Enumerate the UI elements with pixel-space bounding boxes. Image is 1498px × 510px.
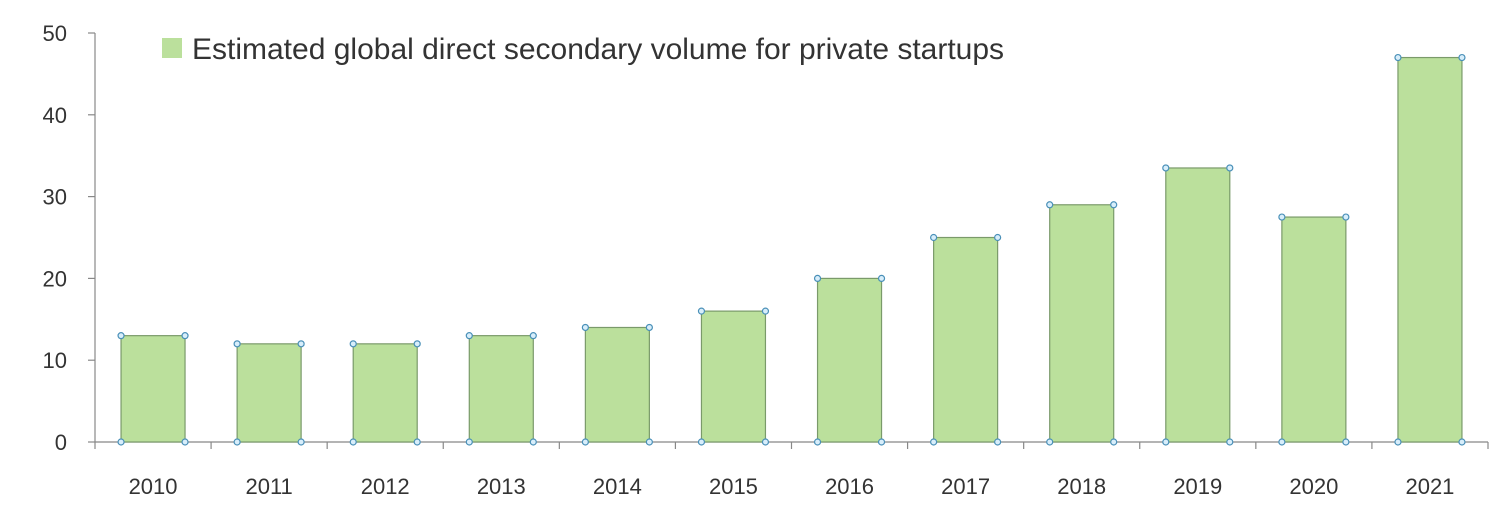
- bar-2012: [352, 343, 418, 443]
- y-tick-label: 40: [43, 103, 67, 128]
- bar-2018: [1049, 204, 1115, 443]
- bar-handle: [117, 332, 125, 340]
- bar-handle: [117, 438, 125, 446]
- legend: Estimated global direct secondary volume…: [162, 33, 1004, 66]
- x-tick-label: 2010: [129, 474, 178, 499]
- bar-handle: [233, 340, 241, 348]
- x-tick-label: 2016: [825, 474, 874, 499]
- x-tick-label: 2018: [1057, 474, 1106, 499]
- bar-handle: [181, 438, 189, 446]
- x-axis: 2010 2011 2012 2013 2014 2015 2016 2017 2018 2019…: [94, 441, 1489, 499]
- bar-2014: [584, 326, 650, 443]
- bar-2021: [1397, 56, 1463, 443]
- bars: [117, 53, 1466, 446]
- bar-handle: [529, 332, 537, 340]
- x-tick-label: 2013: [477, 474, 526, 499]
- bar-2013: [468, 335, 534, 443]
- bar-handle: [349, 438, 357, 446]
- x-tick-label: 2021: [1405, 474, 1454, 499]
- bar-handle: [1458, 438, 1466, 446]
- bar-handle: [297, 340, 305, 348]
- bar-2011: [236, 343, 302, 443]
- bar-handle: [1394, 438, 1402, 446]
- bar-handle: [297, 438, 305, 446]
- x-tick-label: 2014: [593, 474, 642, 499]
- y-tick-label: 20: [43, 266, 67, 291]
- bar-handle: [813, 274, 822, 282]
- bar-handle: [994, 438, 1002, 446]
- bar-2020: [1281, 216, 1347, 443]
- bar-handle: [529, 438, 537, 446]
- y-tick-label: 30: [43, 185, 67, 210]
- bar-handle: [645, 323, 653, 332]
- bar-handle: [930, 438, 938, 446]
- bar-handle: [1226, 438, 1234, 446]
- bar-handle: [1046, 438, 1054, 446]
- bar-handle: [233, 438, 241, 446]
- bar-handle: [697, 438, 706, 446]
- bar-handle: [994, 233, 1002, 242]
- bar-handle: [761, 438, 770, 446]
- bar-2016: [816, 277, 883, 443]
- x-tick-label: 2020: [1289, 474, 1338, 499]
- bar-2010: [120, 335, 186, 443]
- bar-handle: [761, 307, 770, 315]
- bar-handle: [813, 438, 822, 446]
- bar-handle: [930, 233, 938, 242]
- x-tick-label: 2019: [1173, 474, 1222, 499]
- bar-handle: [581, 438, 589, 446]
- y-tick-label: 50: [43, 21, 67, 46]
- bar-2019: [1165, 167, 1231, 443]
- y-tick-label: 0: [55, 430, 67, 455]
- y-tick-label: 10: [43, 348, 67, 373]
- bar-handle: [181, 332, 189, 340]
- bar-handle: [1046, 201, 1054, 209]
- x-tick-label: 2017: [941, 474, 990, 499]
- bar-handle: [697, 307, 706, 315]
- legend-label: Estimated global direct secondary volume…: [192, 33, 1004, 66]
- bar-2017: [933, 236, 999, 443]
- bar-handle: [581, 323, 589, 332]
- bar-handle: [877, 274, 886, 282]
- bar-handle: [1278, 213, 1286, 221]
- bar-handle: [1394, 53, 1402, 62]
- x-tick-label: 2012: [361, 474, 410, 499]
- bar-2015: [700, 310, 767, 443]
- x-tick-label: 2011: [245, 474, 292, 499]
- y-axis: 0 10 20 30 40 50: [43, 21, 96, 455]
- bar-handle: [465, 332, 473, 340]
- bar-handle: [413, 340, 421, 348]
- x-tick-label: 2015: [709, 474, 758, 499]
- bar-handle: [1226, 164, 1234, 172]
- bar-handle: [1162, 164, 1170, 172]
- bar-handle: [465, 438, 473, 446]
- bar-handle: [877, 438, 886, 446]
- bar-handle: [349, 340, 357, 348]
- bar-handle: [1278, 438, 1286, 446]
- bar-handle: [1110, 438, 1118, 446]
- bar-handle: [1162, 438, 1170, 446]
- bar-handle: [1342, 213, 1350, 221]
- bar-handle: [645, 438, 653, 446]
- legend-swatch: [162, 38, 182, 58]
- bar-handle: [1110, 201, 1118, 209]
- bar-handle: [1458, 53, 1466, 62]
- bar-handle: [413, 438, 421, 446]
- bar-handle: [1342, 438, 1350, 446]
